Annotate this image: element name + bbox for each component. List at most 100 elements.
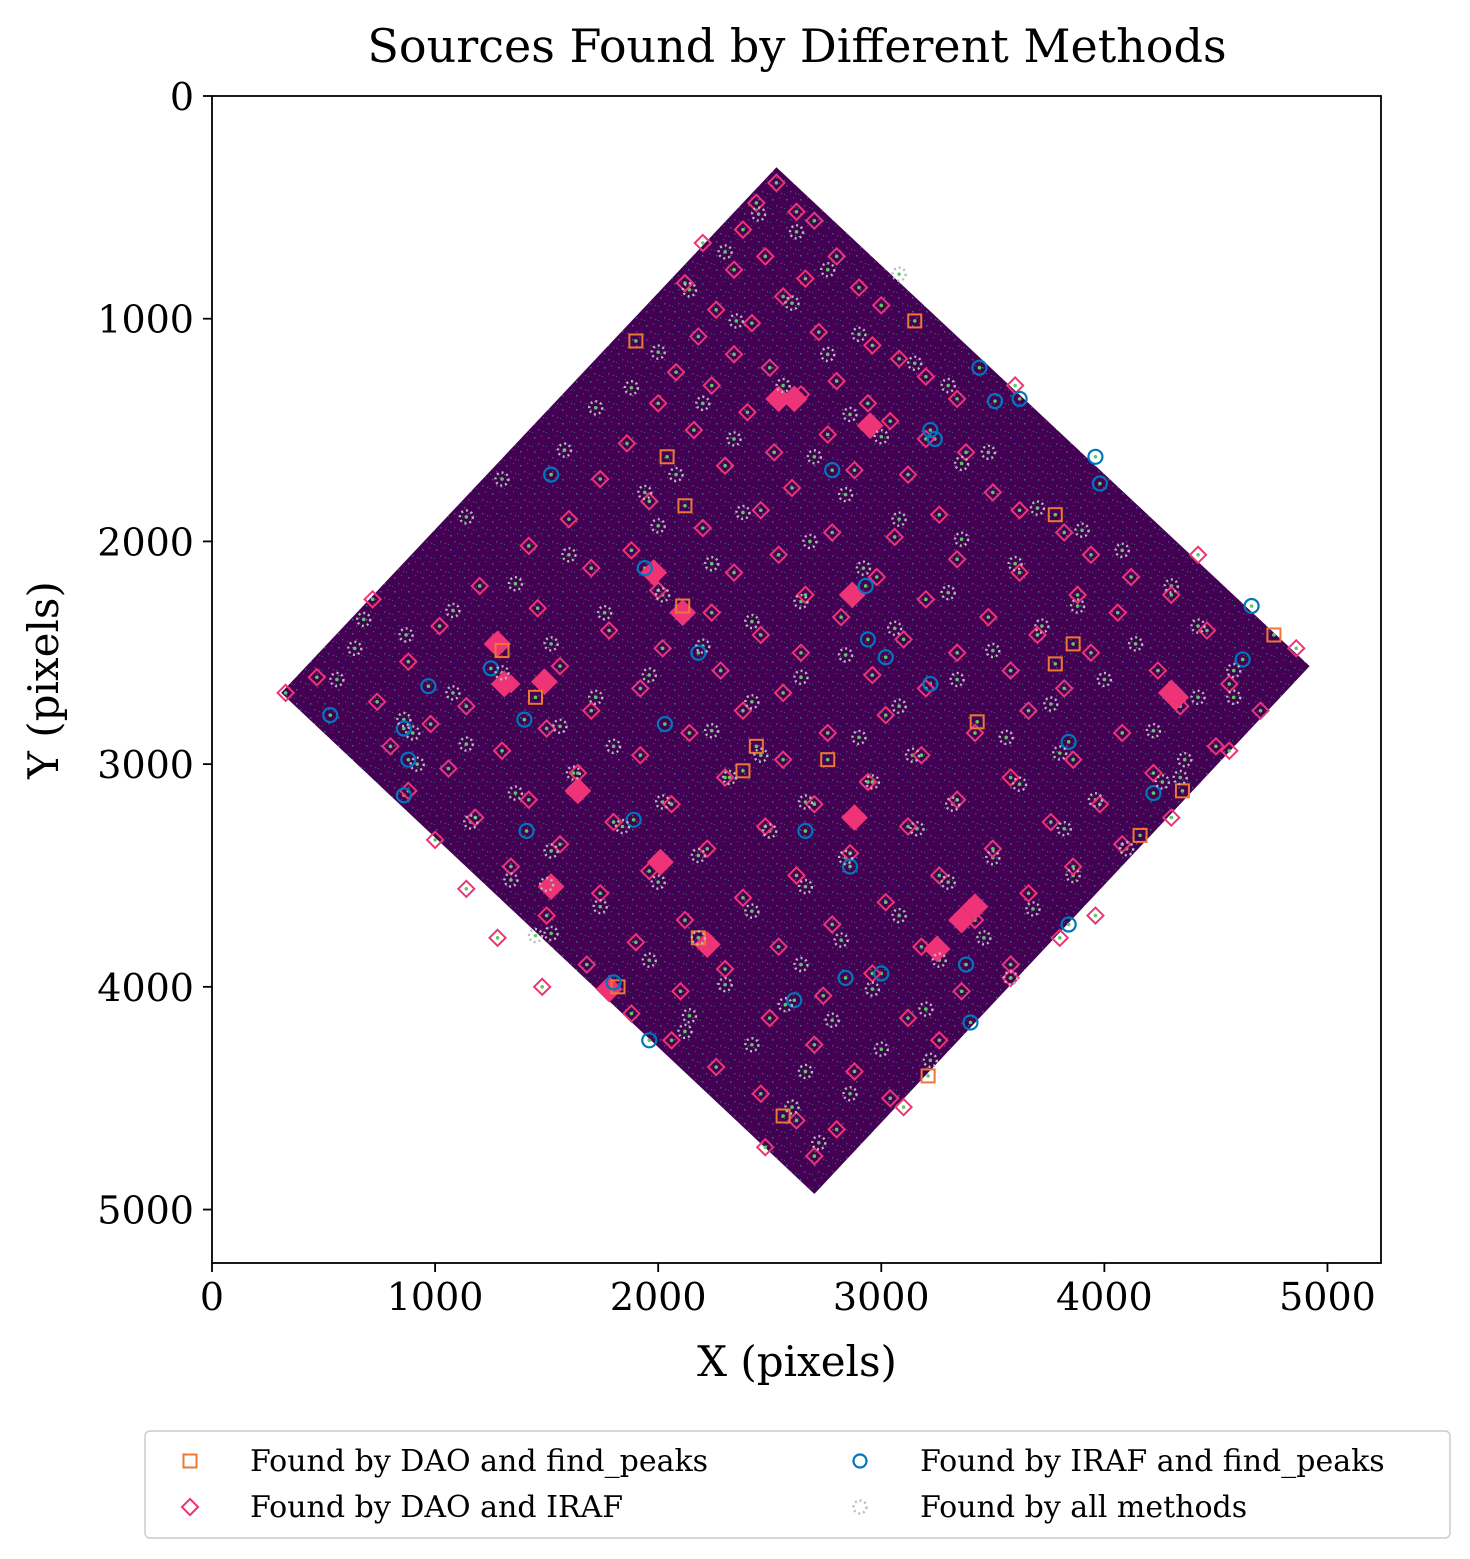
- diamond-marker: [724, 344, 744, 364]
- source-dot: [696, 334, 701, 339]
- diamond-marker: [876, 705, 896, 725]
- diamond-marker: [916, 589, 936, 609]
- dotted-circle-marker: [1029, 500, 1046, 516]
- source-dot: [558, 842, 562, 847]
- diamond-marker: [782, 478, 802, 498]
- source-dot: [812, 454, 817, 459]
- source-dot: [792, 998, 797, 1003]
- source-dot: [1053, 512, 1058, 517]
- diamond-marker: [894, 1097, 914, 1117]
- dotted-circle-marker: [494, 471, 510, 487]
- source-dot: [857, 735, 861, 740]
- source-dot: [1120, 548, 1125, 553]
- source-dot: [404, 633, 408, 637]
- diamond-marker: [693, 518, 713, 538]
- source-dot: [1004, 735, 1009, 740]
- diamond-marker: [827, 371, 847, 391]
- source-dot: [1196, 552, 1200, 557]
- dotted-circle-marker: [985, 642, 1001, 659]
- square-marker: [675, 598, 691, 614]
- source-dot: [1062, 686, 1067, 691]
- source-dot: [674, 472, 678, 477]
- source-dot: [1040, 624, 1044, 628]
- diamond-marker: [1001, 955, 1021, 975]
- diamond-marker: [755, 1137, 775, 1157]
- dotted-circle-marker: [891, 698, 907, 714]
- diamond-marker: [577, 955, 597, 975]
- source-dot: [964, 962, 968, 967]
- source-dot: [1080, 528, 1084, 533]
- diamond-marker: [733, 888, 753, 908]
- series-dotted-circle: [329, 206, 1242, 1151]
- square-marker: [677, 498, 693, 514]
- source-dot: [794, 1118, 799, 1123]
- source-dot: [544, 913, 549, 918]
- square-marker: [1065, 636, 1081, 652]
- source-dot: [361, 617, 366, 622]
- dotted-circle-marker: [654, 587, 671, 603]
- dotted-circle-marker: [690, 847, 707, 864]
- dotted-circle-marker: [538, 876, 555, 893]
- diamond-marker: [702, 376, 722, 395]
- source-dot: [839, 615, 843, 619]
- diamond-marker: [845, 460, 864, 480]
- dotted-circle-marker: [1052, 745, 1068, 761]
- dotted-circle-marker: [458, 509, 475, 525]
- source-dot: [709, 561, 714, 566]
- dotted-circle-marker: [503, 872, 519, 888]
- source-dot: [812, 1154, 817, 1158]
- large-diamond-marker: [856, 412, 884, 440]
- dotted-circle-marker: [940, 584, 956, 601]
- circle-marker: [797, 822, 814, 840]
- source-dot: [1008, 962, 1013, 967]
- diamond-marker: [1206, 736, 1226, 756]
- source-dot: [732, 267, 736, 272]
- legend-item: Found by DAO and IRAF: [180, 1490, 623, 1525]
- dotted-circle-marker: [784, 295, 800, 311]
- diamond-marker: [965, 723, 985, 743]
- diamond-marker: [662, 794, 682, 814]
- source-dot: [848, 412, 852, 417]
- source-dot: [509, 878, 513, 882]
- diamond-marker: [501, 857, 521, 877]
- diamond-marker: [666, 362, 686, 382]
- source-dot: [446, 766, 451, 771]
- dotted-circle-marker: [931, 952, 947, 968]
- legend-label: Found by DAO and IRAF: [250, 1490, 623, 1525]
- source-dot: [843, 653, 848, 657]
- source-dot: [598, 904, 602, 909]
- circle-marker: [841, 858, 859, 875]
- source-dot: [866, 401, 870, 406]
- dotted-circle-marker: [1043, 696, 1059, 712]
- dotted-circle-marker: [704, 723, 720, 739]
- large-diamond-marker: [693, 931, 721, 958]
- y-tick-label: 5000: [97, 1189, 194, 1233]
- source-dot: [926, 1074, 930, 1078]
- source-dot: [1160, 780, 1165, 784]
- diamond-marker: [621, 1004, 641, 1024]
- circle-marker: [395, 720, 412, 737]
- source-dot: [803, 1069, 808, 1074]
- legend-item: Found by all methods: [852, 1490, 1247, 1525]
- source-dot: [946, 880, 951, 884]
- dotted-circle-marker: [811, 1135, 827, 1151]
- source-dot: [544, 726, 549, 731]
- diamond-marker: [604, 812, 624, 832]
- diamond-marker: [773, 683, 793, 703]
- source-dot: [870, 673, 875, 677]
- circle-marker: [395, 787, 412, 804]
- diamond-marker: [1108, 603, 1128, 623]
- diamond-marker: [764, 442, 784, 462]
- dotted-circle-marker: [842, 406, 858, 423]
- diamond-marker: [501, 674, 521, 694]
- source-dot: [799, 962, 803, 967]
- source-dot: [803, 593, 808, 597]
- source-dot: [857, 285, 861, 290]
- circle-marker: [1091, 475, 1109, 492]
- diamond-marker: [804, 1035, 824, 1055]
- source-dot: [495, 936, 500, 940]
- dotted-circle-marker: [851, 326, 867, 342]
- source-dot: [843, 492, 848, 497]
- diamond-marker: [787, 202, 806, 222]
- legend-diamond-marker: [180, 1497, 200, 1517]
